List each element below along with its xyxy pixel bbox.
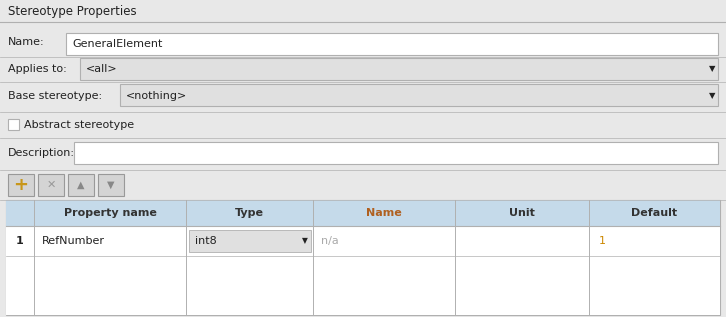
Text: Name:: Name: xyxy=(8,37,44,47)
Bar xyxy=(8,119,19,130)
Text: 1: 1 xyxy=(16,236,24,246)
Text: n/a: n/a xyxy=(321,236,339,246)
Bar xyxy=(68,174,94,196)
Bar xyxy=(6,200,720,226)
Text: ▼: ▼ xyxy=(709,64,715,74)
Bar xyxy=(120,84,718,106)
Text: Stereotype Properties: Stereotype Properties xyxy=(8,5,136,18)
Bar xyxy=(6,226,720,256)
Bar xyxy=(80,58,718,80)
Bar xyxy=(74,142,718,164)
Bar xyxy=(66,33,718,55)
Bar xyxy=(6,256,720,315)
Bar xyxy=(6,200,720,315)
Text: ▼: ▼ xyxy=(709,92,715,100)
Text: 1: 1 xyxy=(599,236,606,246)
Text: Abstract stereotype: Abstract stereotype xyxy=(24,120,134,130)
Bar xyxy=(189,230,311,252)
Text: ▼: ▼ xyxy=(107,180,115,190)
Bar xyxy=(38,174,64,196)
Text: ▲: ▲ xyxy=(77,180,85,190)
Text: Name: Name xyxy=(366,208,402,218)
Text: ▼: ▼ xyxy=(302,236,308,245)
Text: Base stereotype:: Base stereotype: xyxy=(8,91,102,101)
Text: Applies to:: Applies to: xyxy=(8,64,67,74)
Text: Unit: Unit xyxy=(509,208,535,218)
Text: int8: int8 xyxy=(195,236,217,246)
Text: GeneralElement: GeneralElement xyxy=(72,39,163,49)
Text: RefNumber: RefNumber xyxy=(42,236,105,246)
Text: Default: Default xyxy=(632,208,677,218)
Text: +: + xyxy=(14,176,28,194)
Text: Description:: Description: xyxy=(8,148,75,158)
Text: <all>: <all> xyxy=(86,64,118,74)
Bar xyxy=(98,174,124,196)
Bar xyxy=(8,174,34,196)
Text: Type: Type xyxy=(235,208,264,218)
Text: ✕: ✕ xyxy=(46,180,56,190)
Bar xyxy=(0,0,726,22)
Text: Property name: Property name xyxy=(64,208,156,218)
Text: <nothing>: <nothing> xyxy=(126,91,187,101)
